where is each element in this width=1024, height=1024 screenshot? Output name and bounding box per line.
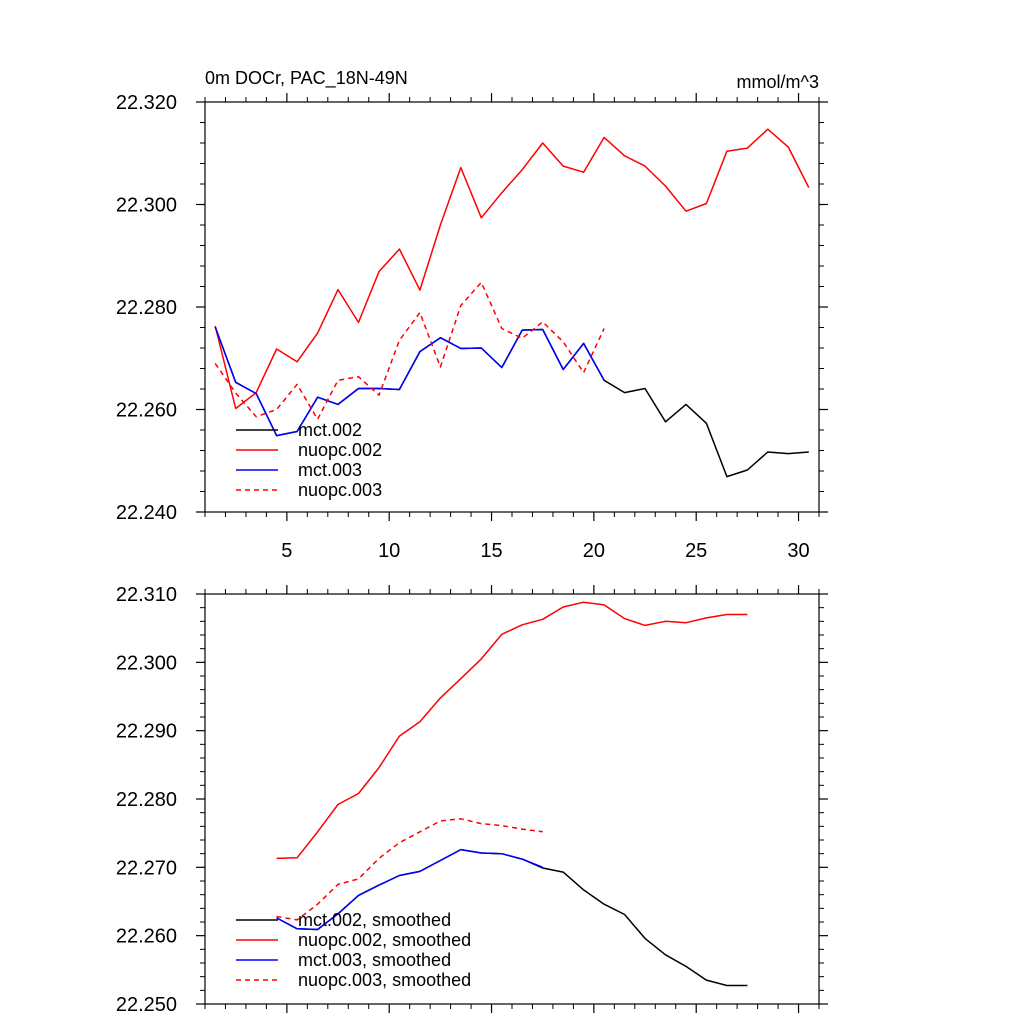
- series-line-mct-003: [214, 326, 605, 437]
- y-tick-label: 22.320: [116, 92, 177, 114]
- y-tick-label: 22.270: [116, 857, 177, 879]
- x-tick-label: 15: [480, 540, 502, 562]
- y-tick-label: 22.300: [116, 195, 177, 217]
- legend-label: nuopc.003: [298, 480, 382, 500]
- y-tick-label: 22.250: [116, 994, 177, 1016]
- series-line-nuopc-002-smoothed: [276, 601, 748, 860]
- series-line-nuopc-003: [214, 281, 605, 420]
- series-line-mct-003-smoothed: [276, 848, 543, 931]
- series-line-nuopc-002: [214, 128, 810, 410]
- legend-label: nuopc.003, smoothed: [298, 970, 471, 990]
- legend-label: mct.003: [298, 460, 362, 480]
- bottom-axis-ticks: 22.250 22.260 22.270 22.280 22.290 22.300 22.3…: [116, 584, 828, 1016]
- top-axis-ticks: 22.240 22.260 22.280 22.300 22.320 5 10 15 20 25 3…: [116, 92, 828, 562]
- top-chart-title: 0m DOCr, PAC_18N-49N: [205, 68, 408, 89]
- legend-label: nuopc.002, smoothed: [298, 930, 471, 950]
- y-tick-label: 22.260: [116, 926, 177, 948]
- x-tick-label: 5: [281, 540, 292, 562]
- legend-label: mct.002, smoothed: [298, 910, 451, 930]
- top-series-lines: [214, 128, 810, 478]
- legend-label: mct.002: [298, 420, 362, 440]
- y-tick-label: 22.260: [116, 400, 177, 422]
- legend-label: mct.003, smoothed: [298, 950, 451, 970]
- y-tick-label: 22.280: [116, 297, 177, 319]
- bottom-panel: 22.250 22.260 22.270 22.280 22.290 22.300 22.3…: [116, 584, 828, 1016]
- x-tick-label: 10: [378, 540, 400, 562]
- series-line-nuopc-003-smoothed: [276, 818, 543, 921]
- x-tick-label: 20: [583, 540, 605, 562]
- top-panel: 0m DOCr, PAC_18N-49N mmol/m^3 22.24022.2…: [116, 68, 828, 562]
- y-tick-label: 22.240: [116, 502, 177, 524]
- x-tick-label: 25: [685, 540, 707, 562]
- y-tick-label: 22.280: [116, 789, 177, 811]
- y-tick-label: 22.310: [116, 584, 177, 606]
- bottom-series-lines: [276, 601, 748, 987]
- y-tick-label: 22.300: [116, 652, 177, 674]
- legend-label: nuopc.002: [298, 440, 382, 460]
- y-tick-label: 22.290: [116, 721, 177, 743]
- x-tick-label: 30: [787, 540, 809, 562]
- top-chart-units: mmol/m^3: [737, 72, 819, 92]
